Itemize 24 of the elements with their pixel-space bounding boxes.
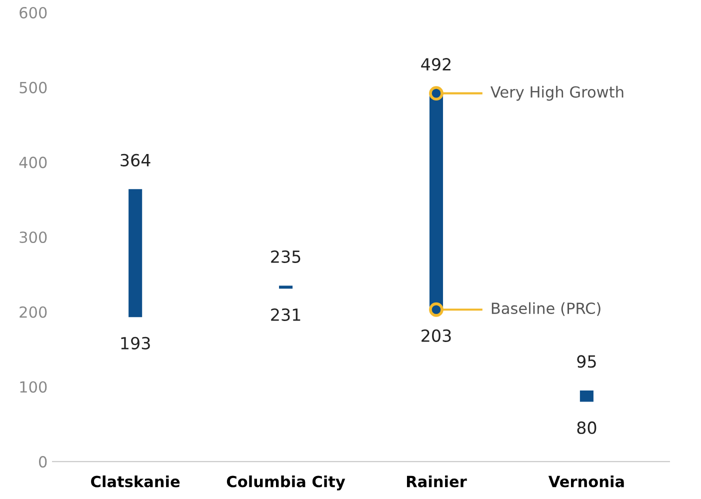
- legend-label: Baseline (PRC): [492, 302, 600, 316]
- annotation: 364: [120, 154, 150, 166]
- annotation: 95: [577, 355, 596, 368]
- annotation: 235: [271, 250, 300, 264]
- y-tick-label: 0: [39, 456, 47, 468]
- x-tick-label: Columbia City: [226, 475, 346, 490]
- bar: [580, 390, 594, 402]
- y-tick-label: 600: [20, 6, 47, 18]
- y-tick-label: 300: [20, 231, 47, 244]
- bar: [279, 286, 293, 289]
- x-tick-label: Clatskanie: [91, 475, 180, 488]
- x-tick-label: Rainier: [406, 475, 467, 488]
- annotation: 193: [121, 336, 150, 350]
- y-tick-label: 200: [20, 306, 47, 318]
- y-tick-label: 400: [19, 156, 47, 168]
- x-tick-label: Vernonia: [548, 475, 624, 488]
- y-tick-label: 500: [20, 82, 47, 94]
- legend-label: Very High Growth: [490, 86, 624, 101]
- annotation: 203: [422, 329, 451, 342]
- annotation: 80: [577, 421, 596, 434]
- y-tick-label: 100: [20, 381, 47, 393]
- annotation: 231: [271, 308, 300, 322]
- bar: [128, 189, 142, 318]
- annotation: 492: [421, 58, 450, 71]
